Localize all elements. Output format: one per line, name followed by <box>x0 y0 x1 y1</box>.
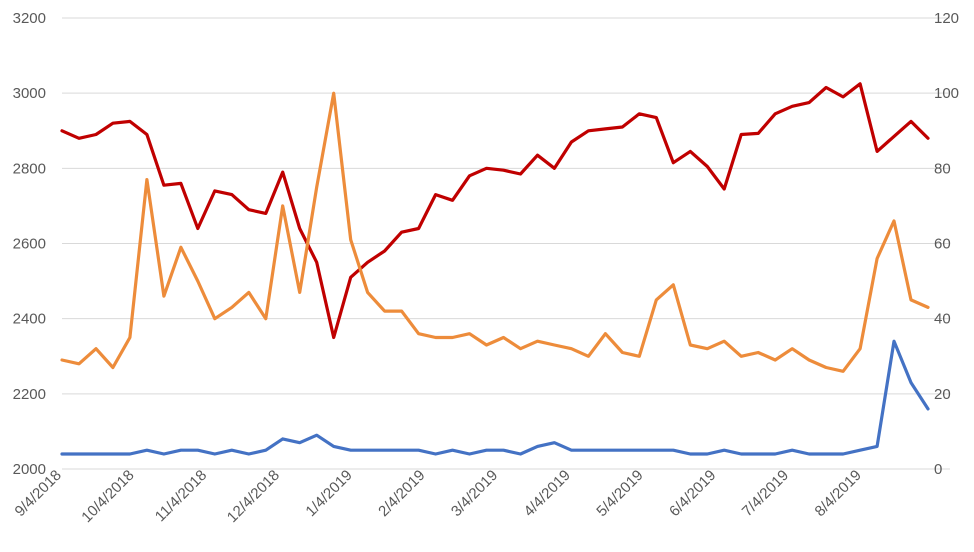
x-tick-label: 8/4/2019 <box>812 467 865 520</box>
x-tick-label: 3/4/2019 <box>448 467 501 520</box>
x-tick-label: 12/4/2018 <box>224 467 283 526</box>
right-tick-label: 120 <box>934 10 959 27</box>
x-tick-label: 6/4/2019 <box>666 467 719 520</box>
series-line-2 <box>60 91 930 373</box>
x-tick-label: 5/4/2019 <box>593 467 646 520</box>
left-tick-label: 3200 <box>13 10 46 27</box>
x-tick-label: 7/4/2019 <box>739 467 792 520</box>
x-tick-label: 10/4/2018 <box>78 467 137 526</box>
left-tick-label: 2400 <box>13 311 46 328</box>
x-tick-label: 2/4/2019 <box>375 467 428 520</box>
x-axis: 9/4/2018 10/4/2018 11/4/2018 12/4/2018 1/4/2… <box>12 467 865 526</box>
left-tick-label: 3000 <box>13 85 46 102</box>
right-tick-label: 60 <box>934 236 951 253</box>
x-tick-label: 4/4/2019 <box>521 467 574 520</box>
left-tick-label: 2800 <box>13 160 46 177</box>
left-y-axis: 2000 2200 2400 2600 2800 3000 3200 <box>13 10 46 478</box>
right-tick-label: 20 <box>934 386 951 403</box>
right-y-axis: 0 20 40 60 80 100 120 <box>934 10 959 478</box>
gridlines <box>62 17 950 470</box>
right-tick-label: 100 <box>934 85 959 102</box>
left-tick-label: 2000 <box>13 461 46 478</box>
right-tick-label: 0 <box>934 461 942 478</box>
series-line-1 <box>60 82 930 340</box>
right-tick-label: 40 <box>934 311 951 328</box>
left-tick-label: 2600 <box>13 236 46 253</box>
series-line-3 <box>60 339 930 456</box>
left-tick-label: 2200 <box>13 386 46 403</box>
x-tick-label: 11/4/2018 <box>152 467 210 525</box>
series-lines <box>60 82 930 456</box>
x-tick-label: 1/4/2019 <box>302 467 355 520</box>
right-tick-label: 80 <box>934 160 951 177</box>
